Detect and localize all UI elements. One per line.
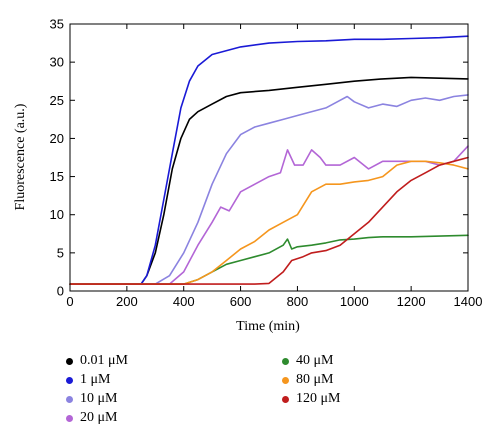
x-tick-label: 400 — [173, 294, 195, 309]
y-tick-label: 10 — [50, 207, 64, 222]
axes: 0 200 400 600 800 1000 1200 1400 0 5 10 15 20 25 30 35 — [50, 17, 483, 310]
legend-marker — [66, 357, 73, 365]
x-axis-label: Time (min) — [236, 319, 300, 334]
legend-item: 20 μM — [66, 409, 117, 427]
y-tick-label: 0 — [57, 284, 64, 299]
y-axis-label: Fluorescence (a.u.) — [13, 103, 28, 210]
series-lines — [69, 35, 469, 285]
x-tick-label: 200 — [116, 294, 138, 309]
series-line-3 — [69, 94, 469, 285]
legend-marker — [282, 376, 289, 384]
y-tick-label: 25 — [50, 93, 64, 108]
legend-item: 80 μM — [282, 371, 333, 389]
legend-item: 10 μM — [66, 390, 117, 408]
y-tick-label: 20 — [50, 131, 64, 146]
legend-marker — [66, 376, 73, 384]
legend-marker — [282, 395, 289, 403]
y-tick-label: 5 — [57, 245, 64, 260]
y-tick-label: 15 — [50, 169, 64, 184]
x-tick-label: 1400 — [454, 294, 483, 309]
legend-label: 1 μM — [80, 372, 111, 387]
legend-label: 120 μM — [296, 391, 341, 406]
series-line-7 — [69, 156, 469, 285]
y-tick-label: 35 — [50, 17, 64, 32]
series-line-2 — [69, 35, 469, 285]
legend-label: 10 μM — [80, 391, 118, 406]
x-tick-label: 600 — [230, 294, 252, 309]
legend-item: 120 μM — [282, 390, 340, 408]
legend-item: 40 μM — [282, 352, 333, 370]
legend-marker — [66, 395, 73, 403]
legend-marker — [282, 357, 289, 365]
x-tick-label: 1000 — [340, 294, 369, 309]
legend-marker — [66, 414, 73, 422]
y-tick-label: 30 — [50, 55, 64, 70]
legend-label: 80 μM — [296, 372, 334, 387]
x-tick-label: 0 — [66, 294, 73, 309]
x-tick-label: 800 — [287, 294, 309, 309]
legend-label: 40 μM — [296, 353, 334, 368]
legend-label: 20 μM — [80, 410, 118, 425]
series-line-5 — [69, 234, 469, 285]
legend-item: 0.01 μM — [66, 352, 128, 370]
series-line-1 — [69, 76, 469, 285]
x-tick-label: 1200 — [397, 294, 426, 309]
legend-item: 1 μM — [66, 371, 110, 389]
series-line-6 — [69, 160, 469, 285]
legend-label: 0.01 μM — [80, 353, 128, 368]
series-line-4 — [69, 145, 469, 285]
plot-frame — [69, 23, 469, 292]
